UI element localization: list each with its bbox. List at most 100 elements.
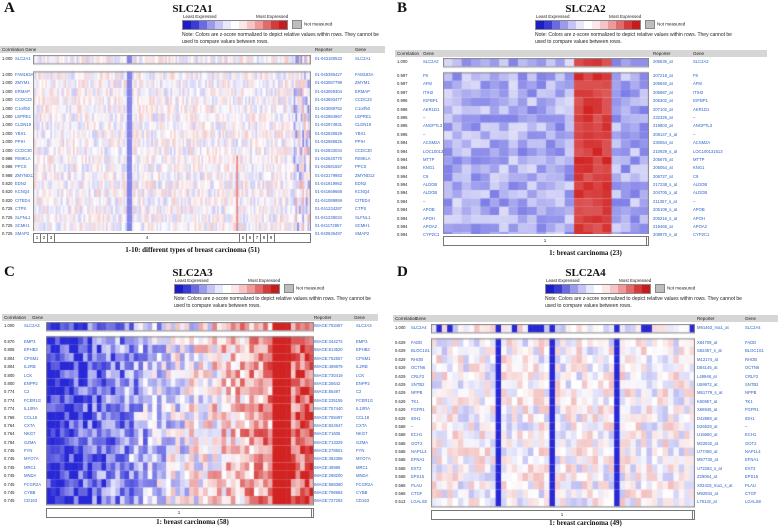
gene-link[interactable]: FADD xyxy=(411,340,423,345)
gene-link[interactable]: NPPB xyxy=(411,390,423,396)
reporter-link[interactable]: L49948_at xyxy=(697,373,717,379)
reporter-link[interactable]: IMAGE:968380 xyxy=(314,481,343,487)
gene-link[interactable]: EPHB3 xyxy=(356,347,370,353)
gene-link[interactable]: FCGR2A xyxy=(356,481,373,487)
reporter-link[interactable]: 01-043089752 xyxy=(315,105,343,111)
reporter-link[interactable]: U16660_at xyxy=(697,432,718,438)
gene-link[interactable]: FCER1G xyxy=(356,397,373,403)
reporter-link[interactable]: M22632_at xyxy=(697,440,718,446)
reporter-link[interactable]: 204705_x_at xyxy=(653,190,678,196)
gene-link[interactable]: TK1 xyxy=(745,398,753,404)
query-gene-right[interactable]: SLC2A3 xyxy=(356,323,372,328)
gene-link[interactable]: CITED4 xyxy=(15,197,30,203)
reporter-link[interactable]: U72263_s_at xyxy=(697,465,722,471)
gene-link[interactable]: AKR1D1 xyxy=(693,106,710,112)
reporter-link[interactable]: 210929_s_at xyxy=(653,148,678,154)
reporter-link[interactable]: D26529_at xyxy=(697,423,718,429)
gene-link[interactable]: ALDOB xyxy=(423,182,438,188)
gene-link[interactable]: IDH1 xyxy=(411,415,421,421)
gene-link[interactable]: APOB xyxy=(693,207,705,213)
gene-link[interactable]: MNDA xyxy=(356,473,369,479)
gene-link[interactable]: FGFR1 xyxy=(745,407,759,413)
gene-link[interactable]: CITED4 xyxy=(355,197,370,203)
reporter-link[interactable]: 01-041239034 xyxy=(315,214,343,220)
gene-link[interactable]: RIMKLA xyxy=(355,155,371,161)
reporter-link[interactable]: M12174_at xyxy=(697,356,718,362)
gene-link[interactable]: PPCS xyxy=(355,164,367,170)
gene-link[interactable]: PLAU xyxy=(745,482,756,488)
gene-link[interactable]: CPSM1 xyxy=(24,355,39,361)
gene-link[interactable]: CCL18 xyxy=(24,414,38,420)
gene-link[interactable]: ACSM2A xyxy=(423,140,441,146)
gene-link[interactable]: SCMH1 xyxy=(15,223,30,229)
reporter-link[interactable]: Z29064_at xyxy=(697,474,718,480)
gene-link[interactable]: – xyxy=(411,423,414,429)
gene-link[interactable]: LEPRE1 xyxy=(15,113,32,119)
reporter-link[interactable]: 217238_s_at xyxy=(653,182,678,188)
gene-link[interactable]: ZMYM1 xyxy=(355,80,370,86)
gene-link[interactable]: SLFNL1 xyxy=(15,214,31,220)
gene-link[interactable]: ALDOB xyxy=(423,190,438,196)
reporter-link[interactable]: 205216_s_at xyxy=(653,215,678,221)
gene-link[interactable]: CRLF2 xyxy=(745,373,759,379)
reporter-link[interactable]: 206840_at xyxy=(653,81,673,87)
reporter-link[interactable]: 01-043179983 xyxy=(315,172,343,178)
query-gene[interactable]: SLC2A4 xyxy=(411,325,427,330)
gene-link[interactable]: ZMYND12 xyxy=(15,172,35,178)
gene-link[interactable]: CTPS xyxy=(355,206,367,212)
reporter-link[interactable]: 208970_s_at xyxy=(653,232,678,238)
gene-link[interactable]: EXT2 xyxy=(411,465,422,471)
gene-link[interactable]: FGFR1 xyxy=(411,407,425,413)
reporter-link[interactable]: IMAGE:757440 xyxy=(314,406,343,412)
reporter-link[interactable]: IMAGE:813520 xyxy=(314,347,343,353)
gene-link[interactable]: FADD xyxy=(745,340,757,345)
gene-link[interactable]: ENPP2 xyxy=(24,380,38,386)
gene-link[interactable]: MYO7A xyxy=(356,456,371,462)
query-reporter[interactable]: M91463_rna1_at xyxy=(697,325,729,330)
gene-link[interactable]: EPHB3 xyxy=(24,347,38,353)
gene-link[interactable]: NAP1L4 xyxy=(411,449,427,455)
reporter-link[interactable]: 01-042930629 xyxy=(315,130,343,136)
gene-link[interactable]: IDH1 xyxy=(745,415,755,421)
reporter-link[interactable]: 207102_at xyxy=(653,106,673,112)
gene-link[interactable]: IL2RB xyxy=(24,364,36,370)
gene-link[interactable]: SCMH1 xyxy=(355,223,370,229)
reporter-link[interactable]: 01-041919962 xyxy=(315,181,343,187)
gene-link[interactable]: LCK xyxy=(24,372,33,378)
gene-link[interactable]: EMP3 xyxy=(356,339,368,344)
reporter-link[interactable]: M51779_s_at xyxy=(697,390,723,396)
reporter-link[interactable]: 01-043069304 xyxy=(315,88,343,94)
gene-link[interactable]: C1orf50 xyxy=(15,105,30,111)
gene-link[interactable]: PPCS xyxy=(15,164,27,170)
gene-link[interactable]: CRLF2 xyxy=(411,373,425,379)
gene-link[interactable]: RHOB xyxy=(411,356,424,362)
reporter-link[interactable]: 01-045390427 xyxy=(315,72,343,77)
gene-link[interactable]: AFM xyxy=(423,81,432,87)
gene-link[interactable]: MTTP xyxy=(423,156,435,162)
gene-link[interactable]: LOC100131613 xyxy=(423,148,453,154)
gene-link[interactable]: IGFBP1 xyxy=(693,98,708,104)
reporter-link[interactable]: 206054_at xyxy=(653,165,673,171)
reporter-link[interactable]: 01-043087799 xyxy=(315,80,343,86)
reporter-link[interactable]: IMAGE:489879 xyxy=(314,364,343,370)
gene-link[interactable]: GOT2 xyxy=(745,440,757,446)
gene-link[interactable]: LGALS8 xyxy=(745,499,761,505)
reporter-link[interactable]: IMAGE:713329 xyxy=(314,439,343,445)
gene-link[interactable]: CXTA xyxy=(356,422,367,428)
gene-link[interactable]: CLDN19 xyxy=(355,122,372,128)
reporter-link[interactable]: IMAGE:382395 xyxy=(314,456,343,462)
reporter-link[interactable]: 01-042833034 xyxy=(315,147,343,153)
gene-link[interactable]: CCDC30 xyxy=(15,147,32,153)
gene-link[interactable]: ENPP2 xyxy=(356,380,370,386)
gene-link[interactable]: SNTB2 xyxy=(411,381,425,387)
gene-link[interactable]: F9 xyxy=(693,73,698,78)
reporter-link[interactable]: IMAGE:48986 xyxy=(314,464,341,470)
gene-link[interactable]: APOH xyxy=(693,215,705,221)
gene-link[interactable]: EFNA1 xyxy=(745,457,759,463)
reporter-link[interactable]: X02419_rna1_s_at xyxy=(697,482,733,488)
gene-link[interactable]: CCDC30 xyxy=(355,147,372,153)
gene-link[interactable]: PLAU xyxy=(411,482,422,488)
gene-link[interactable]: ECH1 xyxy=(411,432,423,438)
gene-link[interactable]: CCDC23 xyxy=(355,97,372,103)
gene-link[interactable]: APOH xyxy=(423,215,435,221)
